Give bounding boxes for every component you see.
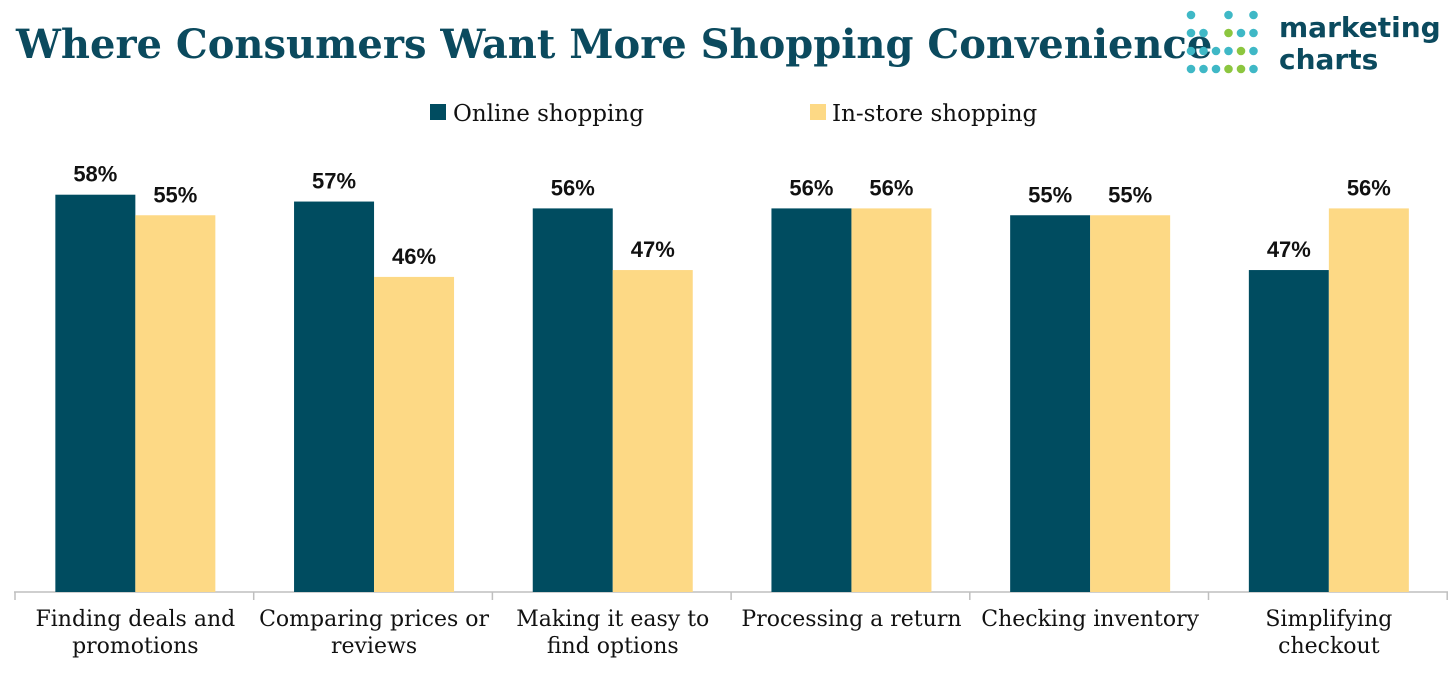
category-label: Checking inventory	[981, 607, 1199, 632]
category-label: Processing a return	[741, 607, 961, 632]
logo-dot	[1199, 28, 1208, 38]
logo-dot	[1249, 46, 1258, 56]
data-label-instore: 46%	[392, 244, 436, 269]
logo-dot	[1199, 64, 1208, 74]
logo-dot	[1224, 46, 1233, 56]
category-label: checkout	[1278, 634, 1380, 659]
category-label: reviews	[331, 634, 417, 659]
logo-dot	[1236, 46, 1246, 56]
logo-dot	[1186, 64, 1196, 74]
logo-dot	[1236, 64, 1246, 74]
chart-title: Where Consumers Want More Shopping Conve…	[15, 21, 1212, 68]
data-label-instore: 55%	[1108, 182, 1152, 207]
legend-label-online: Online shopping	[453, 101, 644, 127]
logo-text-line1: marketing	[1279, 11, 1441, 44]
logo-text-line2: charts	[1279, 43, 1378, 76]
bar-online	[532, 208, 613, 592]
logo-dot	[1186, 28, 1196, 38]
logo-dot	[1211, 46, 1221, 56]
bar-online	[294, 201, 375, 593]
logo-dot	[1211, 64, 1221, 74]
category-label: Finding deals and	[35, 607, 235, 632]
data-label-online: 47%	[1267, 237, 1311, 262]
data-label-online: 55%	[1028, 182, 1072, 207]
marketing-charts-logo: marketing charts	[1186, 10, 1441, 76]
bar-instore	[851, 208, 932, 592]
legend-swatch-online	[430, 104, 446, 120]
data-label-instore: 55%	[153, 182, 197, 207]
logo-dot	[1199, 46, 1208, 56]
chart-legend: Online shopping In-store shopping	[430, 101, 1038, 127]
logo-dot	[1249, 10, 1258, 20]
bar-online	[1010, 215, 1091, 592]
data-label-instore: 47%	[631, 237, 675, 262]
logo-dot	[1186, 46, 1196, 56]
logo-dot	[1249, 28, 1258, 38]
logo-dot	[1186, 10, 1196, 20]
legend-label-instore: In-store shopping	[832, 101, 1038, 127]
data-label-online: 57%	[312, 169, 356, 194]
category-label: promotions	[72, 634, 199, 659]
logo-dot	[1224, 64, 1233, 74]
data-label-online: 56%	[551, 175, 595, 200]
category-label: find options	[547, 634, 679, 659]
data-label-online: 58%	[73, 162, 117, 187]
logo-dot	[1236, 28, 1246, 38]
logo-dot	[1249, 64, 1258, 74]
bar-instore	[1090, 215, 1171, 592]
category-label: Making it easy to	[516, 607, 709, 632]
bar-instore	[135, 215, 216, 592]
data-label-instore: 56%	[1347, 175, 1391, 200]
bar-instore	[1328, 208, 1409, 592]
data-label-instore: 56%	[869, 175, 913, 200]
bar-online	[1248, 270, 1329, 592]
bar-online	[55, 194, 136, 592]
category-label: Comparing prices or	[259, 607, 489, 632]
bar-instore	[612, 270, 693, 592]
data-label-online: 56%	[789, 175, 833, 200]
logo-dot	[1224, 10, 1233, 20]
legend-swatch-instore	[810, 104, 826, 120]
bar-online	[771, 208, 852, 592]
category-label: Simplifying	[1265, 607, 1392, 632]
bar-instore	[374, 276, 455, 592]
logo-dot-grid-icon	[1186, 10, 1258, 74]
logo-dot	[1224, 28, 1233, 38]
